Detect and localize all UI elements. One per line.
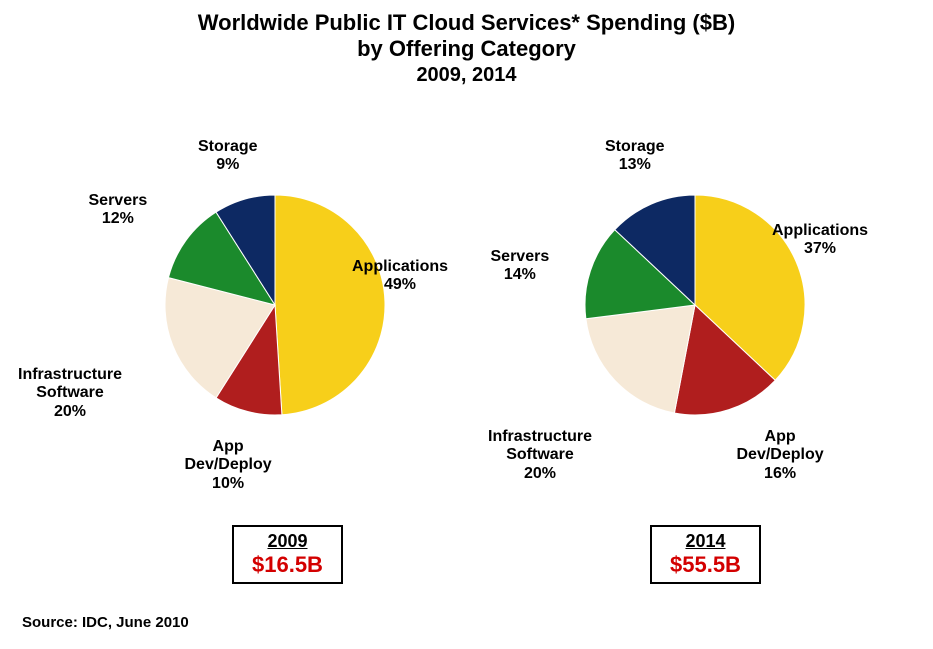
title-line-2: by Offering Category xyxy=(0,36,933,62)
title-line-3: 2009, 2014 xyxy=(0,63,933,87)
title-line-1: Worldwide Public IT Cloud Services* Spen… xyxy=(0,10,933,36)
chart-title: Worldwide Public IT Cloud Services* Spen… xyxy=(0,10,933,87)
source-text: Source: IDC, June 2010 xyxy=(22,614,189,631)
pie-slice-label: Applications49% xyxy=(352,258,448,295)
pie-slice-label: InfrastructureSoftware20% xyxy=(18,366,122,421)
total-year-2009: 2009 xyxy=(252,531,323,552)
total-value-2014: $55.5B xyxy=(670,552,741,578)
pie-slice-label: Servers12% xyxy=(89,192,148,229)
pie-slice-label: Applications37% xyxy=(772,222,868,259)
pie-slice-label: InfrastructureSoftware20% xyxy=(488,428,592,483)
pie-slice-label: Storage13% xyxy=(605,138,665,175)
pie-chart-2009: Applications49%AppDev/Deploy10%Infrastru… xyxy=(30,120,460,520)
pie-chart-2014: Applications37% AppDev/Deploy16% Infrastru… xyxy=(480,120,910,520)
charts-region: Applications49% AppDev/Deploy10% Infrastru… xyxy=(0,120,933,520)
total-box-2009: 2009 $16.5B xyxy=(232,525,343,584)
pie-slice-label: Servers14% xyxy=(491,248,550,285)
pie-slice-label: AppDev/Deploy16% xyxy=(737,428,824,483)
total-year-2014: 2014 xyxy=(670,531,741,552)
pie-slice-label: AppDev/Deploy10% xyxy=(185,438,272,493)
total-box-2014: 2014 $55.5B xyxy=(650,525,761,584)
pie-slice xyxy=(275,195,385,415)
pie-slice-label: Storage9% xyxy=(198,138,258,175)
total-value-2009: $16.5B xyxy=(252,552,323,578)
